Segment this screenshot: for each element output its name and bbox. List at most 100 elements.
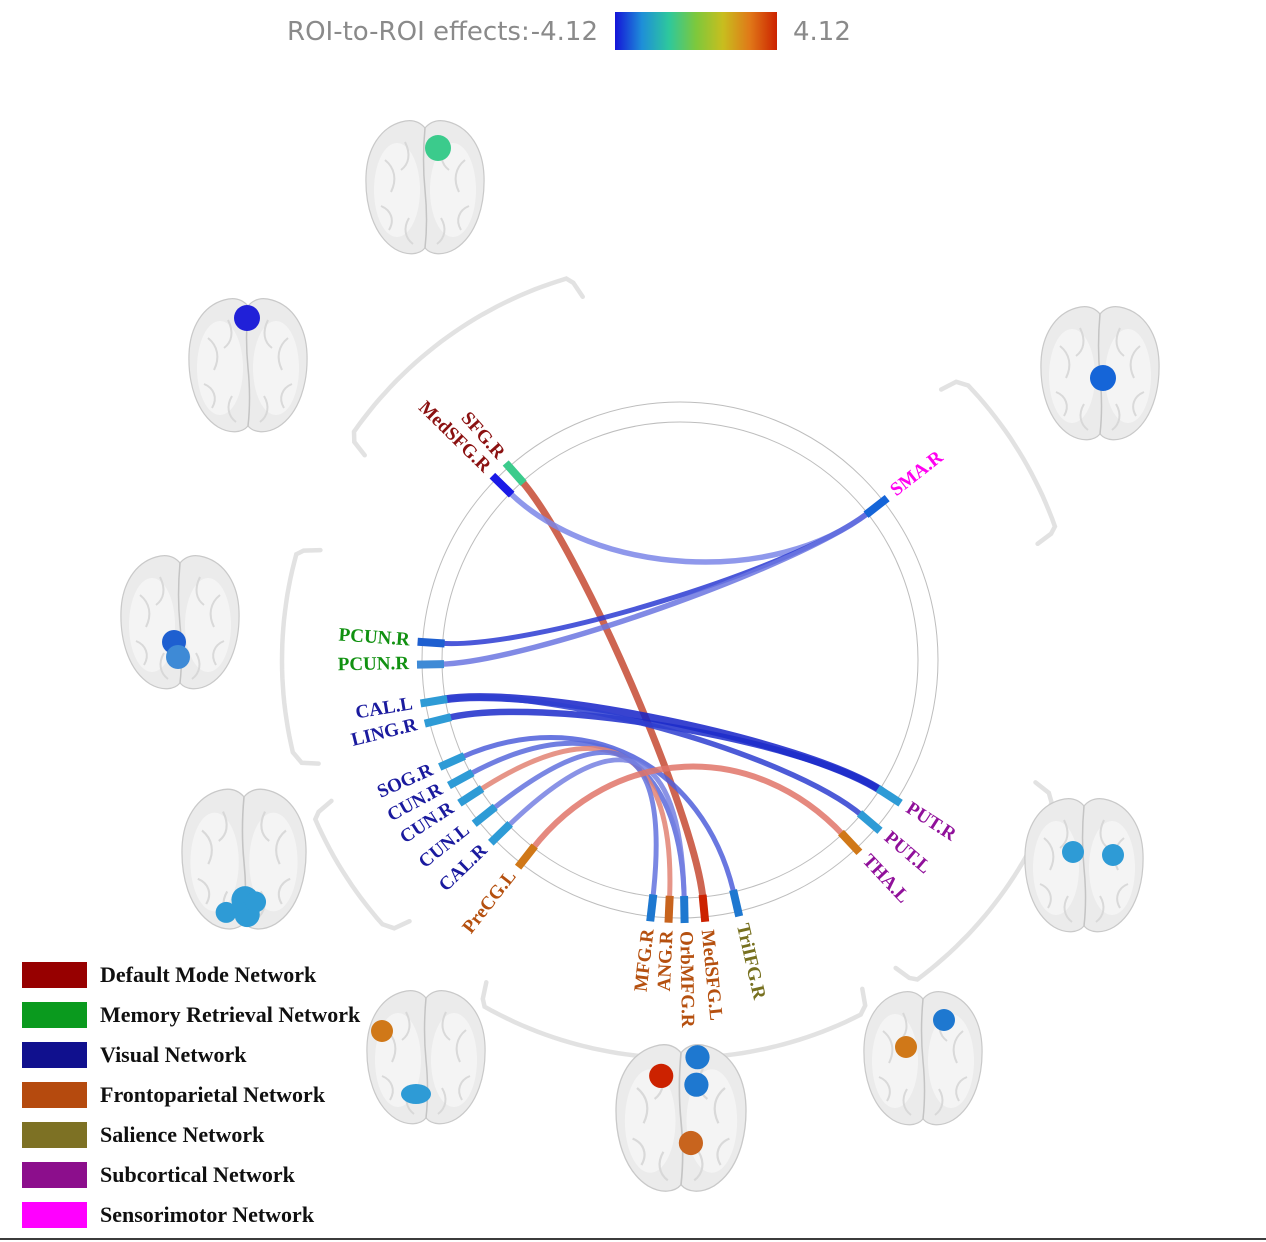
brain-sulcus [636, 1087, 649, 1124]
brain-sulcus [1079, 403, 1089, 431]
brain-sulcus [135, 640, 148, 666]
brain-sulcus [882, 1030, 894, 1064]
brain-sulcus [280, 383, 293, 409]
brain-sulcus [955, 1076, 968, 1102]
colorbar-max-label: 4.12 [793, 17, 851, 47]
brain-inset [863, 991, 983, 1126]
brain-sulcus [1059, 345, 1071, 379]
brain-sulcus [275, 829, 287, 865]
roi-tick [729, 889, 744, 918]
colorbar-header: ROI-to-ROI effects: -4.12 4.12 [0, 0, 1266, 60]
brain-sulcus [207, 337, 219, 371]
brain-sulcus [457, 205, 470, 231]
roi-label: MedSFG.L [697, 929, 727, 1022]
brain-sulcus [952, 1030, 964, 1064]
brain-inset [188, 298, 308, 433]
legend-swatch [22, 1202, 87, 1228]
brain-sulcus [260, 811, 270, 842]
brain-sulcus [436, 217, 446, 245]
brain-sulcus [263, 319, 273, 349]
brain-sulcus [934, 1088, 944, 1116]
roi-dot [684, 1072, 709, 1097]
brain-sulcus [1111, 403, 1121, 431]
brain-hemisphere-sheen [129, 578, 175, 672]
brain-sulcus [203, 383, 216, 409]
brain-sulcus [197, 877, 211, 905]
legend-swatch [22, 1082, 87, 1108]
connection-curve [437, 509, 872, 667]
brain-sulcus [902, 1088, 912, 1116]
brain-sulcus [1043, 837, 1055, 871]
brain-hemisphere-sheen [431, 1013, 477, 1107]
brain-sulcus [878, 1076, 891, 1102]
brain-sulcus [404, 217, 414, 245]
roi-dot [1102, 844, 1124, 866]
brain-sulcus [632, 1137, 646, 1166]
brain-inset [1024, 798, 1144, 933]
brain-hemisphere-sheen [190, 812, 239, 912]
ring-outer-circle [421, 401, 939, 919]
connection-curve [458, 735, 737, 897]
roi-label: PCUN.R [338, 653, 410, 675]
legend-label: Memory Retrieval Network [100, 1002, 361, 1027]
roi-tick [489, 472, 515, 498]
brain-hemisphere-sheen [430, 143, 476, 237]
roi-dot [166, 645, 190, 669]
brain-sulcus [658, 1151, 669, 1182]
roi-label: OrbMFG.R [675, 931, 698, 1028]
network-sector-arc [312, 798, 412, 931]
roi-tick [419, 695, 448, 708]
roi-label: TriIFG.R [732, 921, 770, 1001]
figure-bottom-rule [0, 1238, 1266, 1240]
brain-sulcus [195, 576, 205, 606]
legend-swatch [22, 1002, 87, 1028]
brain-sulcus [1095, 895, 1105, 923]
brain-hemisphere-sheen [1049, 329, 1095, 423]
roi-dot [933, 1009, 955, 1031]
brain-inset [366, 990, 486, 1125]
roi-dot [685, 1045, 710, 1070]
brain-sulcus [1063, 895, 1073, 923]
brain-sulcus [384, 159, 396, 193]
colorbar-title: ROI-to-ROI effects: [287, 17, 530, 47]
connection-curve [506, 489, 872, 565]
roi-label: ANG.R [654, 930, 678, 992]
connection-curve [529, 763, 847, 853]
roi-tick [423, 713, 452, 728]
brain-sulcus [277, 877, 291, 905]
roi-dot [1090, 365, 1116, 391]
brain-sulcus [259, 395, 269, 423]
roi-dot [245, 891, 267, 913]
brain-midline [423, 997, 429, 1119]
brain-hemisphere-sheen [1105, 329, 1151, 423]
brain-hemisphere-sheen [197, 321, 243, 415]
connection-curve [489, 749, 659, 901]
ring-inner-circle [441, 421, 919, 899]
legend-label: Sensorimotor Network [100, 1202, 315, 1227]
connection-curve [504, 757, 687, 903]
colorbar-gradient [615, 12, 777, 50]
brain-sulcus [209, 594, 221, 628]
roi-tick [514, 843, 538, 870]
brain-sulcus [139, 594, 151, 628]
brain-sulcus [437, 1087, 447, 1115]
brain-sulcus [1059, 819, 1069, 849]
brain-sulcus [693, 1151, 704, 1182]
network-sector-arc [351, 276, 585, 458]
brain-sulcus [381, 1075, 394, 1101]
brain-hemisphere-sheen [1089, 821, 1135, 915]
legend-swatch [22, 962, 87, 988]
roi-tick [875, 785, 903, 807]
brain-sulcus [1116, 883, 1129, 909]
brain-sulcus [441, 1011, 451, 1041]
network-sector-arc [279, 547, 323, 766]
brain-sulcus [400, 141, 410, 171]
brain-midline [422, 127, 428, 249]
brain-inset [1040, 306, 1160, 441]
legend-label: Salience Network [100, 1122, 265, 1147]
connection-curve [443, 708, 885, 794]
brain-sulcus [1129, 345, 1141, 379]
brain-inset [120, 555, 240, 690]
connection-curve [440, 694, 866, 819]
